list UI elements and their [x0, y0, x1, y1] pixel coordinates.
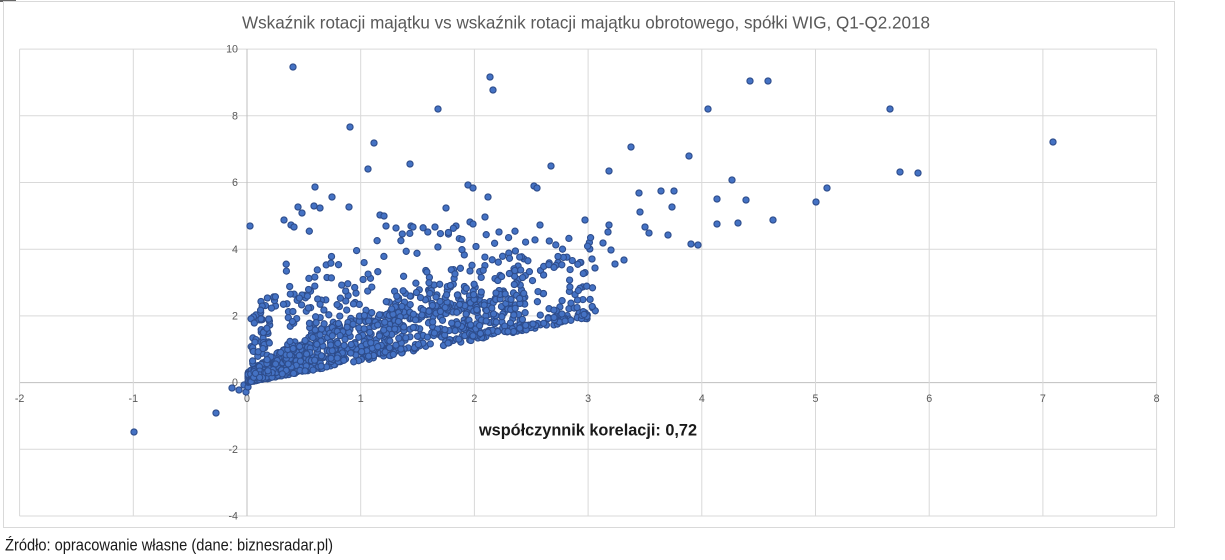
svg-text:3: 3: [585, 393, 591, 405]
svg-text:6: 6: [232, 177, 238, 189]
svg-text:-2: -2: [15, 393, 25, 405]
svg-text:6: 6: [926, 393, 932, 405]
svg-text:Wskaźnik rotacji majątku vs ws: Wskaźnik rotacji majątku vs wskaźnik rot…: [242, 13, 930, 33]
svg-text:Źródło: opracowanie własne (da: Źródło: opracowanie własne (dane: biznes…: [5, 535, 333, 554]
svg-text:0: 0: [232, 377, 238, 389]
svg-text:4: 4: [699, 393, 705, 405]
svg-text:-4: -4: [228, 511, 238, 523]
svg-text:2: 2: [232, 311, 238, 323]
svg-text:8: 8: [1154, 393, 1160, 405]
svg-text:8: 8: [232, 110, 238, 122]
svg-text:5: 5: [813, 393, 819, 405]
svg-text:-1: -1: [129, 393, 139, 405]
svg-text:4: 4: [232, 244, 238, 256]
svg-text:-2: -2: [228, 444, 238, 456]
svg-text:współczynnik korelacji: 0,72: współczynnik korelacji: 0,72: [478, 421, 697, 440]
svg-text:2: 2: [471, 393, 477, 405]
svg-text:1: 1: [358, 393, 364, 405]
svg-text:7: 7: [1040, 393, 1046, 405]
svg-text:10: 10: [226, 44, 238, 56]
svg-text:0: 0: [244, 393, 250, 405]
